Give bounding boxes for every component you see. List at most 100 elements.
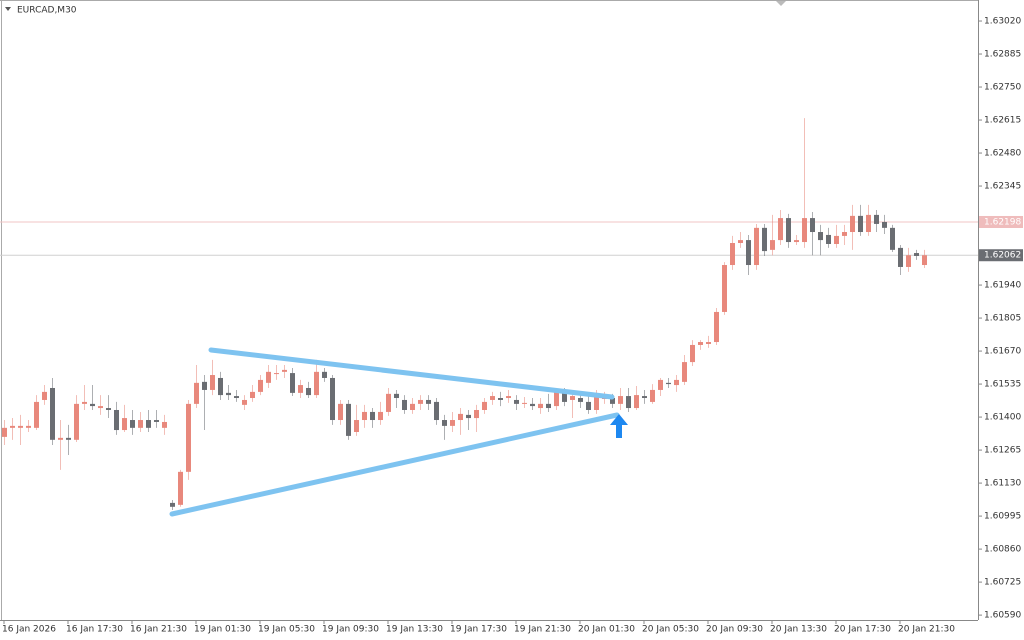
candle-body [570, 396, 575, 400]
candle-body [90, 403, 95, 407]
trend-line-upper[interactable] [208, 347, 615, 400]
x-tick-label: 16 Jan 17:30 [66, 625, 123, 635]
candle-body [914, 253, 919, 256]
candle-body [50, 387, 55, 440]
x-tick-label: 19 Jan 17:30 [450, 625, 507, 635]
candle-body [226, 392, 231, 396]
candle-body [642, 396, 647, 399]
candle-body [218, 377, 223, 396]
candle-body [898, 247, 903, 267]
candle-body [242, 399, 247, 405]
y-tick-label: 1.61670 [984, 347, 1021, 357]
axes: 1.63020 1.62885 1.62750 1.62615 1.62480 1.623… [2, 17, 1023, 635]
candle-body [66, 437, 71, 440]
candle-body [810, 218, 815, 233]
candle-body [802, 218, 807, 243]
candle-body [586, 401, 591, 410]
y-tick-label: 1.63020 [984, 17, 1021, 27]
candle-body [26, 425, 31, 428]
candle-body [546, 403, 551, 409]
price-label: 1.62198 [984, 217, 1021, 227]
x-tick-label: 20 Jan 21:30 [898, 625, 955, 635]
candle-body [362, 411, 367, 421]
x-tick-label: 19 Jan 09:30 [322, 625, 379, 635]
candle-body [674, 379, 679, 386]
candle-body [194, 382, 199, 404]
candle-body [634, 395, 639, 409]
candle-body [2, 427, 7, 437]
y-tick-label: 1.61940 [984, 281, 1021, 291]
candle-body [866, 214, 871, 233]
candle-body [386, 393, 391, 412]
candle-body [162, 421, 167, 428]
candle-body [778, 218, 783, 241]
y-tick-label: 1.62480 [984, 149, 1021, 159]
candle-body [786, 218, 791, 243]
candle-body [762, 227, 767, 252]
candle-body [202, 381, 207, 390]
candle-body [298, 385, 303, 393]
candle-body [746, 240, 751, 266]
buy-arrow[interactable] [610, 414, 628, 438]
x-tick-label: 20 Jan 13:30 [770, 625, 827, 635]
shift-marker[interactable] [776, 1, 786, 6]
x-tick-label: 19 Jan 01:30 [194, 625, 251, 635]
candle-body [842, 232, 847, 236]
candle-body [106, 408, 111, 410]
candle-body [522, 402, 527, 404]
candle-body [154, 420, 159, 422]
candle-body [482, 401, 487, 410]
candle-body [874, 214, 879, 224]
candle-body [170, 502, 175, 507]
candle-body [42, 391, 47, 400]
candle-body [554, 391, 559, 407]
candle-body [250, 391, 255, 399]
candle-body [322, 371, 327, 378]
menu-triangle[interactable] [5, 7, 11, 11]
candle-body [626, 396, 631, 409]
candle-body [290, 373, 295, 393]
candle-body [330, 377, 335, 421]
candle-body [418, 399, 423, 404]
candle-body [146, 420, 151, 428]
candle-body [650, 389, 655, 402]
candle-body [690, 344, 695, 363]
x-tick-label: 19 Jan 13:30 [386, 625, 443, 635]
candle-body [314, 371, 319, 396]
candle-body [210, 375, 215, 390]
candle-body [458, 413, 463, 421]
price-label-box [979, 249, 1023, 262]
candle-body [394, 393, 399, 399]
candle-body [370, 411, 375, 421]
candle-body [378, 411, 383, 421]
candle-body [186, 403, 191, 472]
candle-body [922, 255, 927, 266]
candle-body [10, 425, 15, 428]
y-tick-label: 1.60995 [984, 512, 1021, 522]
candle-body [818, 232, 823, 241]
y-tick-label: 1.61400 [984, 413, 1021, 423]
candle-body [282, 369, 287, 372]
candle-body [434, 401, 439, 421]
trend-line-lower[interactable] [169, 412, 620, 517]
candle-body [410, 403, 415, 410]
x-tick-label: 20 Jan 01:30 [578, 625, 635, 635]
candle-body [354, 420, 359, 432]
candle-body [34, 401, 39, 428]
candle-body [834, 235, 839, 244]
candle-body [402, 399, 407, 410]
candle-body [114, 409, 119, 431]
candle-body [490, 396, 495, 400]
candle-body [858, 215, 863, 233]
candle-body [74, 403, 79, 440]
y-tick-label: 1.62750 [984, 83, 1021, 93]
y-tick-label: 1.61265 [984, 446, 1021, 456]
candle-body [58, 437, 63, 440]
y-tick-label: 1.62615 [984, 116, 1021, 126]
price-label: 1.62062 [984, 251, 1021, 261]
candle-body [562, 391, 567, 402]
x-tick-label: 20 Jan 09:30 [706, 625, 763, 635]
candle-body [706, 342, 711, 344]
